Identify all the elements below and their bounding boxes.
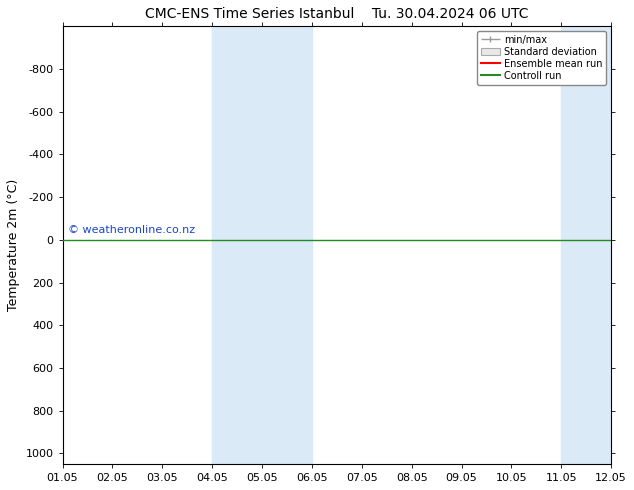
Text: © weatheronline.co.nz: © weatheronline.co.nz [68, 225, 195, 235]
Bar [212, 26, 312, 464]
Title: CMC-ENS Time Series Istanbul    Tu. 30.04.2024 06 UTC: CMC-ENS Time Series Istanbul Tu. 30.04.2… [145, 7, 529, 21]
Legend: min/max, Standard deviation, Ensemble mean run, Controll run: min/max, Standard deviation, Ensemble me… [477, 31, 606, 85]
Y-axis label: Temperature 2m (°C): Temperature 2m (°C) [7, 179, 20, 311]
Bar [561, 26, 634, 464]
